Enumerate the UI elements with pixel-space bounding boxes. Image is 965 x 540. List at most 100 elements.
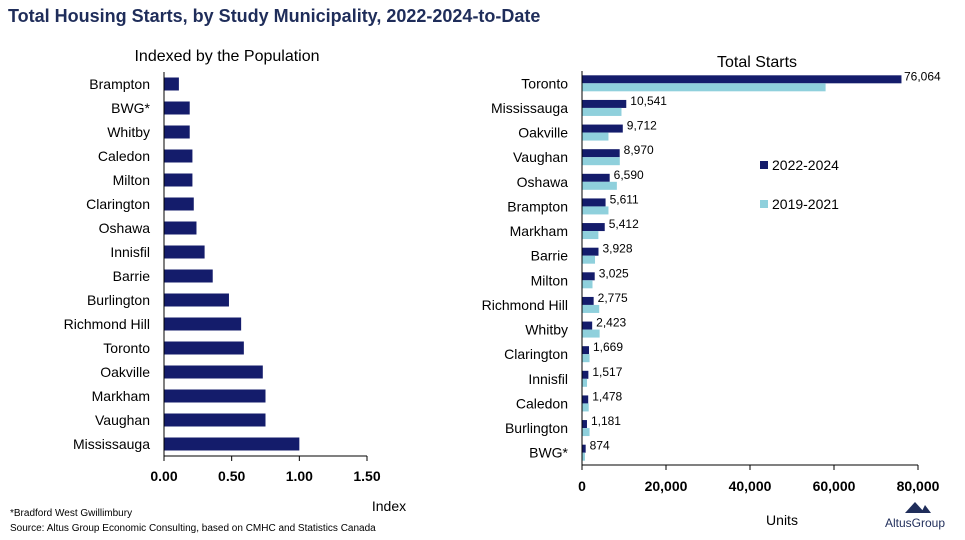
bar-2019-2021-Richmond Hill (582, 304, 600, 313)
category-label-Oakville: Oakville (518, 125, 568, 141)
bar-2019-2021-BWG* (582, 452, 585, 461)
data-label-Burlington: 1,181 (591, 414, 621, 428)
bar-Vaughan (164, 413, 266, 427)
category-label-Milton: Milton (531, 272, 568, 288)
bar-2022-2024-Whitby (582, 321, 593, 330)
bar-2019-2021-Brampton (582, 206, 609, 215)
data-label-Innisfil: 1,517 (592, 365, 622, 379)
x-tick-label-40,000: 40,000 (729, 478, 772, 494)
bar-2019-2021-Mississauga (582, 107, 622, 116)
bar-Milton (164, 173, 193, 187)
right-chart-total-starts: Total Starts Toronto 76,064 Mississauga 10,5… (482, 54, 941, 528)
x-tick-label-60,000: 60,000 (813, 478, 856, 494)
category-label-Brampton: Brampton (507, 198, 568, 214)
bar-2022-2024-Caledon (582, 395, 589, 404)
bar-2019-2021-Barrie (582, 255, 596, 264)
x-tick-label-0: 0 (578, 478, 586, 494)
bar-2019-2021-Innisfil (582, 378, 588, 387)
category-label-Milton: Milton (113, 172, 150, 188)
bar-2019-2021-Clarington (582, 354, 590, 363)
category-label-BWG*: BWG* (529, 445, 568, 461)
bar-2022-2024-Markham (582, 223, 605, 232)
x-axis-label: Units (766, 512, 798, 528)
bar-2019-2021-Whitby (582, 329, 600, 338)
category-label-Toronto: Toronto (103, 340, 150, 356)
bar-2022-2024-Clarington (582, 346, 590, 355)
category-label-Mississauga: Mississauga (491, 100, 568, 116)
legend-label-2019-2021: 2019-2021 (772, 196, 839, 212)
logo-mark-icon (905, 502, 931, 513)
main-title: Total Housing Starts, by Study Municipal… (8, 6, 541, 26)
left-chart-title: Indexed by the Population (134, 48, 319, 65)
data-label-Markham: 5,412 (609, 217, 639, 231)
data-label-Mississauga: 10,541 (630, 94, 667, 108)
category-label-Oshawa: Oshawa (99, 220, 151, 236)
category-label-BWG*: BWG* (111, 100, 150, 116)
logo-text: AltusGroup (885, 516, 946, 530)
data-label-Richmond Hill: 2,775 (598, 291, 628, 305)
data-label-Oshawa: 6,590 (614, 168, 644, 182)
altus-group-logo: AltusGroup (885, 500, 965, 536)
legend-label-2022-2024: 2022-2024 (772, 157, 839, 173)
bar-2022-2024-BWG* (582, 444, 586, 453)
x-tick-label-0.00: 0.00 (150, 468, 177, 484)
right-chart-title: Total Starts (717, 54, 797, 71)
bar-Innisfil (164, 245, 205, 259)
data-label-Oakville: 9,712 (627, 119, 657, 133)
bar-2019-2021-Milton (582, 280, 593, 289)
bar-Caledon (164, 149, 193, 163)
category-label-Richmond Hill: Richmond Hill (64, 316, 150, 332)
category-label-Markham: Markham (510, 223, 568, 239)
category-label-Whitby: Whitby (525, 322, 568, 338)
bar-Richmond Hill (164, 317, 242, 331)
bar-2019-2021-Toronto (582, 83, 826, 92)
bar-BWG* (164, 101, 190, 115)
category-label-Caledon: Caledon (98, 148, 150, 164)
bar-Brampton (164, 77, 179, 91)
bar-Mississauga (164, 437, 300, 451)
data-label-Barrie: 3,928 (602, 242, 632, 256)
bar-2019-2021-Caledon (582, 403, 589, 412)
category-label-Caledon: Caledon (516, 395, 568, 411)
bar-2019-2021-Oakville (582, 132, 609, 141)
bar-Oakville (164, 365, 263, 379)
bar-2022-2024-Milton (582, 272, 595, 281)
bar-2022-2024-Innisfil (582, 370, 589, 379)
left-chart-indexed: Indexed by the Population Brampton BWG* Whi… (64, 48, 406, 514)
category-label-Burlington: Burlington (87, 292, 150, 308)
data-label-Toronto: 76,064 (904, 69, 941, 83)
bar-2022-2024-Vaughan (582, 149, 620, 158)
x-tick-label-20,000: 20,000 (645, 478, 688, 494)
bar-Barrie (164, 269, 213, 283)
data-label-Brampton: 5,611 (610, 192, 639, 206)
footnote: *Bradford West Gwillimbury (10, 508, 133, 519)
category-label-Barrie: Barrie (113, 268, 151, 284)
data-label-Caledon: 1,478 (592, 389, 622, 403)
data-label-BWG*: 874 (590, 439, 610, 453)
x-tick-label-1.50: 1.50 (353, 468, 380, 484)
bar-2019-2021-Burlington (582, 428, 590, 437)
x-tick-label-80,000: 80,000 (897, 478, 940, 494)
category-label-Vaughan: Vaughan (95, 412, 150, 428)
category-label-Clarington: Clarington (86, 196, 150, 212)
category-label-Innisfil: Innisfil (110, 244, 150, 260)
category-label-Markham: Markham (92, 388, 150, 404)
x-tick-label-0.50: 0.50 (218, 468, 245, 484)
bar-2022-2024-Burlington (582, 420, 587, 429)
bar-2022-2024-Mississauga (582, 99, 627, 108)
bar-2019-2021-Vaughan (582, 157, 620, 166)
x-tick-label-1.00: 1.00 (286, 468, 313, 484)
category-label-Oshawa: Oshawa (517, 174, 569, 190)
bar-2022-2024-Oakville (582, 124, 623, 133)
legend-swatch-2022-2024 (760, 161, 768, 169)
category-label-Innisfil: Innisfil (528, 371, 568, 387)
x-axis-label: Index (372, 498, 406, 514)
category-label-Whitby: Whitby (107, 124, 150, 140)
category-label-Barrie: Barrie (531, 248, 569, 264)
bar-Markham (164, 389, 266, 403)
bar-2019-2021-Markham (582, 231, 599, 240)
bar-Burlington (164, 293, 229, 307)
bar-2022-2024-Barrie (582, 247, 599, 256)
bar-Toronto (164, 341, 244, 355)
category-label-Richmond Hill: Richmond Hill (482, 297, 568, 313)
